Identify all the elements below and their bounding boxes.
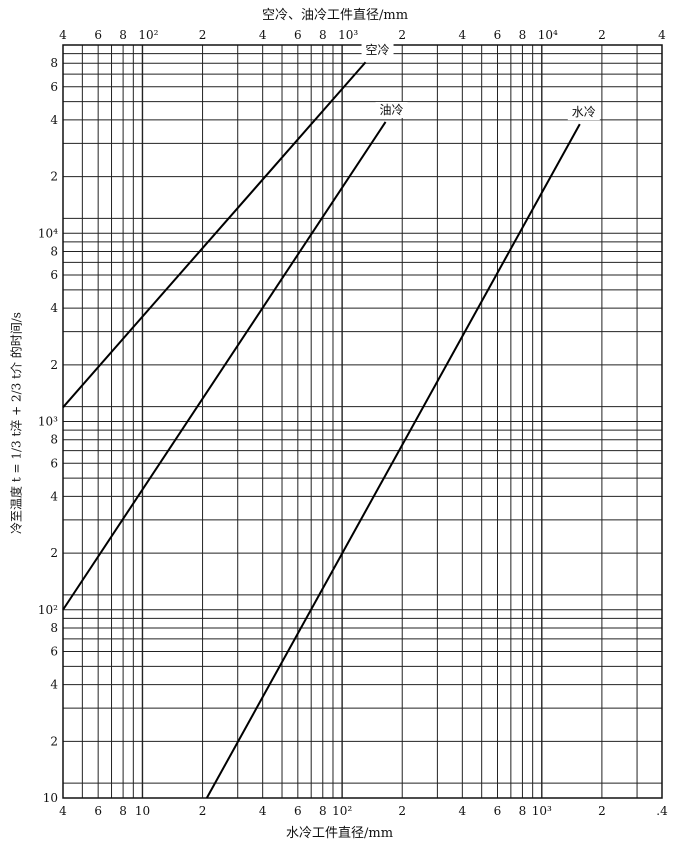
bottom-tick-label: .4 — [656, 804, 668, 818]
bottom-tick-label: 2 — [398, 804, 406, 818]
y-tick-label: 10⁴ — [38, 226, 58, 240]
bottom-tick-label: 6 — [294, 804, 302, 818]
bottom-tick-label: 6 — [494, 804, 502, 818]
bottom-tick-label: 2 — [199, 804, 207, 818]
bottom-axis-title: 水冷工件直径/mm — [286, 826, 394, 841]
y-tick-label: 8 — [50, 56, 58, 70]
bottom-tick-label: 4 — [459, 804, 467, 818]
bottom-tick-label: 6 — [94, 804, 102, 818]
y-tick-label: 4 — [50, 489, 58, 503]
top-tick-label: 6 — [94, 28, 102, 42]
series-label-bg — [567, 104, 600, 121]
bottom-tick-label: 8 — [519, 804, 527, 818]
y-tick-label: 4 — [50, 113, 58, 127]
top-axis-title: 空冷、油冷工件直径/mm — [262, 8, 409, 23]
top-tick-label: 2 — [398, 28, 406, 42]
y-tick-label: 10² — [38, 603, 58, 617]
series-label: 水冷 — [572, 105, 596, 119]
top-tick-label: 4 — [259, 28, 267, 42]
series-label-bg — [361, 42, 394, 59]
top-tick-label: 4 — [59, 28, 67, 42]
series-line-油冷 — [62, 121, 387, 611]
top-tick-label: 6 — [294, 28, 302, 42]
series-line-水冷 — [205, 123, 581, 799]
y-tick-label: 6 — [50, 268, 58, 282]
bottom-tick-label: 10² — [332, 804, 352, 818]
top-tick-label: 4 — [459, 28, 467, 42]
top-tick-label: 4 — [658, 28, 666, 42]
series-line-空冷 — [62, 61, 367, 408]
top-tick-label: 6 — [494, 28, 502, 42]
bottom-tick-label: 10³ — [532, 804, 552, 818]
series-label-bg — [375, 101, 408, 118]
y-tick-label: 10 — [43, 791, 58, 805]
top-tick-label: 10² — [138, 28, 158, 42]
y-tick-label: 2 — [50, 734, 58, 748]
y-tick-label: 4 — [50, 678, 58, 692]
y-tick-label: 10³ — [38, 415, 58, 429]
y-tick-label: 6 — [50, 80, 58, 94]
bottom-tick-label: 2 — [598, 804, 606, 818]
bottom-tick-label: 8 — [119, 804, 127, 818]
bottom-tick-label: 4 — [259, 804, 267, 818]
top-tick-label: 8 — [119, 28, 127, 42]
y-tick-label: 2 — [50, 170, 58, 184]
y-tick-label: 2 — [50, 546, 58, 560]
top-tick-label: 8 — [519, 28, 527, 42]
series-label: 空冷 — [366, 43, 390, 57]
top-tick-label: 10⁴ — [538, 28, 558, 42]
y-tick-label: 8 — [50, 244, 58, 258]
y-tick-label: 4 — [50, 301, 58, 315]
y-tick-label: 8 — [50, 621, 58, 635]
bottom-tick-label: 10 — [135, 804, 150, 818]
y-tick-label: 2 — [50, 358, 58, 372]
top-tick-label: 2 — [598, 28, 606, 42]
bottom-tick-label: 4 — [59, 804, 67, 818]
y-tick-label: 6 — [50, 456, 58, 470]
y-tick-label: 6 — [50, 645, 58, 659]
top-tick-label: 2 — [199, 28, 207, 42]
top-tick-label: 10³ — [338, 28, 358, 42]
y-tick-label: 8 — [50, 433, 58, 447]
top-tick-label: 8 — [319, 28, 327, 42]
bottom-tick-label: 8 — [319, 804, 327, 818]
series-label: 油冷 — [380, 103, 404, 117]
